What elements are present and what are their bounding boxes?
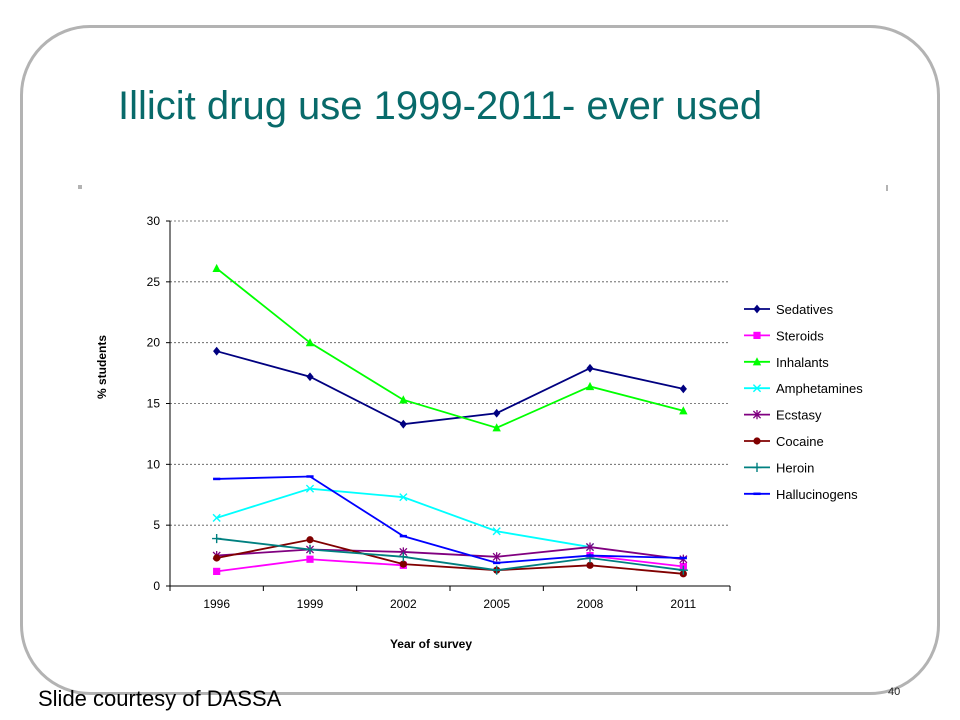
- series-line: [216, 537, 684, 572]
- legend-label: Heroin: [776, 460, 814, 475]
- series-line: [216, 546, 684, 561]
- data-point: [213, 554, 221, 562]
- data-point: [752, 462, 762, 472]
- y-tick-label: 25: [147, 275, 161, 289]
- data-point: [399, 395, 408, 404]
- y-tick-label: 30: [147, 214, 161, 228]
- title-rule-left: [78, 185, 82, 189]
- data-point: [305, 544, 315, 555]
- data-point: [212, 533, 222, 544]
- data-point: [492, 423, 501, 432]
- legend-item: Ecstasy: [744, 408, 822, 423]
- data-point: [212, 513, 221, 522]
- legend-label: Hallucinogens: [776, 487, 858, 502]
- data-point: [752, 384, 762, 393]
- data-point: [306, 372, 314, 382]
- legend-label: Ecstasy: [776, 408, 822, 423]
- legend-item: Inhalants: [744, 355, 829, 370]
- y-axis-label: % students: [95, 335, 109, 399]
- data-point: [753, 437, 761, 445]
- legend-label: Cocaine: [776, 434, 824, 449]
- data-point: [212, 263, 221, 273]
- data-point: [585, 542, 595, 552]
- series-line: [216, 267, 684, 429]
- legend-label: Amphetamines: [776, 381, 863, 396]
- series-sedatives: [213, 346, 687, 429]
- legend-item: Cocaine: [744, 434, 824, 449]
- legend-item: Sedatives: [744, 302, 834, 317]
- legend-item: Steroids: [744, 328, 824, 343]
- data-point: [306, 536, 314, 544]
- legend-item: Hallucinogens: [744, 487, 858, 502]
- legend-label: Inhalants: [776, 355, 829, 370]
- data-point: [752, 357, 762, 366]
- chart-legend: Sedatives Steroids Inhalants Amphetamines Ec…: [744, 302, 863, 502]
- x-tick-label: 2011: [670, 597, 696, 611]
- series-amphetamines: [212, 484, 595, 552]
- y-tick-label: 15: [147, 397, 161, 411]
- legend-item: Amphetamines: [744, 381, 863, 396]
- data-point: [585, 381, 595, 391]
- y-tick-label: 0: [153, 579, 160, 593]
- data-point: [679, 384, 687, 394]
- data-point: [306, 555, 314, 563]
- chart-series: [212, 263, 688, 578]
- series-hallucinogens: [213, 475, 687, 565]
- x-tick-label: 2002: [390, 597, 417, 611]
- data-point: [492, 552, 501, 562]
- data-point: [213, 567, 221, 575]
- y-tick-label: 10: [147, 457, 161, 471]
- data-point: [213, 346, 221, 356]
- series-inhalants: [212, 263, 688, 432]
- title-rule-right: [886, 185, 888, 191]
- data-point: [398, 552, 408, 562]
- x-axis-label: Year of survey: [390, 637, 472, 651]
- data-point: [492, 565, 502, 575]
- data-point: [399, 560, 407, 568]
- data-point: [399, 493, 408, 502]
- x-tick-label: 1996: [203, 597, 230, 611]
- series-line: [216, 538, 684, 575]
- data-point: [678, 565, 688, 575]
- data-point: [493, 408, 501, 418]
- data-point: [399, 419, 407, 429]
- data-point: [752, 410, 762, 420]
- legend-item: Heroin: [744, 460, 814, 475]
- slide-title: Illicit drug use 1999-2011- ever used: [118, 84, 763, 128]
- y-tick-label: 20: [147, 336, 161, 350]
- slide-credit: Slide courtesy of DASSA: [38, 686, 282, 711]
- y-tick-label: 5: [153, 518, 160, 532]
- x-tick-label: 1999: [297, 597, 324, 611]
- series-line: [216, 475, 684, 564]
- data-point: [753, 304, 761, 314]
- legend-label: Sedatives: [776, 302, 834, 317]
- legend-label: Steroids: [776, 328, 824, 343]
- data-point: [305, 484, 315, 493]
- series-cocaine: [213, 536, 687, 578]
- data-point: [753, 331, 761, 339]
- x-tick-label: 2008: [577, 597, 604, 611]
- data-point: [679, 406, 688, 415]
- data-point: [586, 363, 594, 373]
- chart-axes: 0 5 10 15 20 25 30 1996 1999 2002 2005 2008 2011: [147, 214, 731, 611]
- grid-lines: [170, 220, 730, 526]
- data-point: [492, 527, 501, 536]
- data-point: [305, 338, 315, 347]
- page-number: 40: [888, 686, 901, 698]
- slide-frame: [20, 25, 940, 695]
- series-line: [216, 350, 684, 426]
- data-point: [586, 561, 594, 569]
- x-tick-label: 2005: [483, 597, 510, 611]
